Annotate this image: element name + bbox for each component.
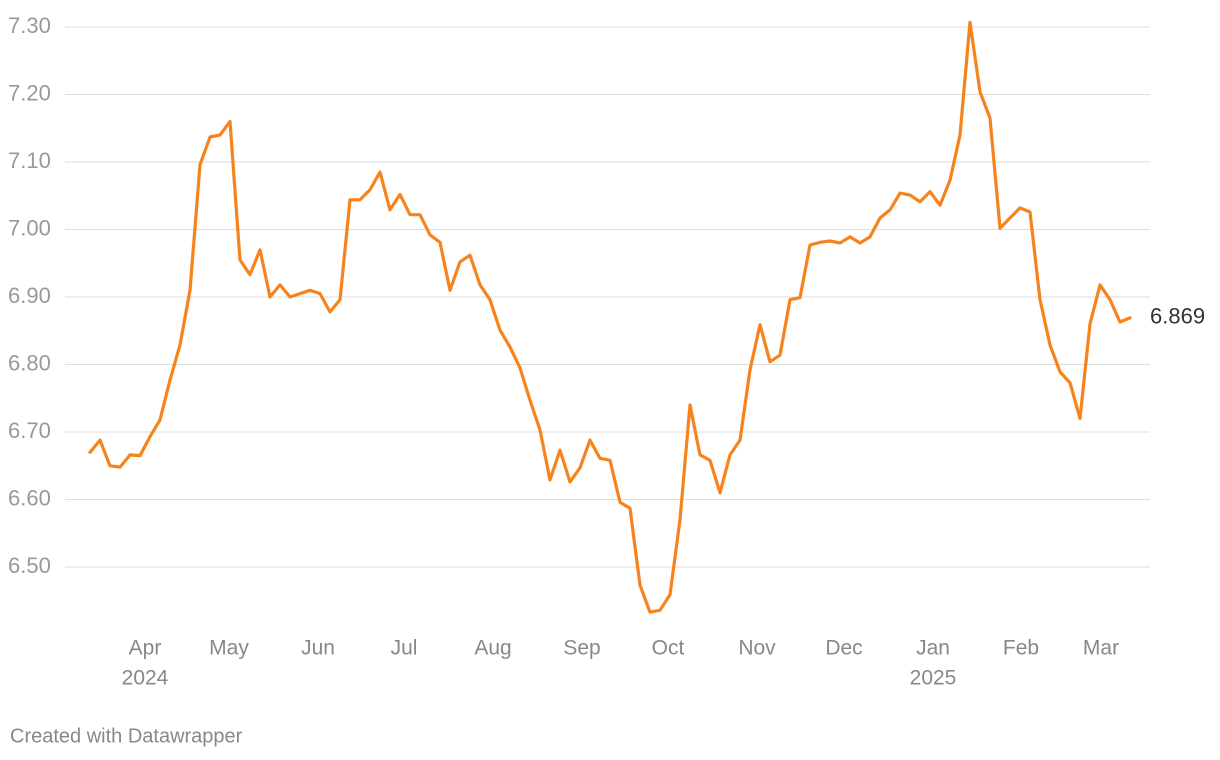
x-tick-label: Sep — [563, 637, 600, 660]
x-tick-label: Jan — [916, 637, 950, 660]
x-tick-label: May — [209, 637, 249, 660]
y-tick-label: 7.00 — [8, 215, 51, 240]
y-tick-label: 6.50 — [8, 553, 51, 578]
x-tick-label: Nov — [738, 637, 776, 660]
y-tick-label: 6.70 — [8, 418, 51, 443]
line — [88, 20, 1132, 614]
x-tick-label: Apr — [129, 637, 162, 660]
x-tick-label: Jun — [301, 637, 335, 660]
x-tick-label: Oct — [652, 637, 685, 660]
x-tick-label: Dec — [825, 637, 862, 660]
y-tick-label: 6.80 — [8, 350, 51, 375]
y-tick-label: 7.20 — [8, 80, 51, 105]
y-tick-label: 7.10 — [8, 148, 51, 173]
x-tick-label: Mar — [1083, 637, 1119, 660]
x-tick-year: 2024 — [122, 667, 169, 690]
x-tick-label: Aug — [474, 637, 511, 660]
x-tick-label: Jul — [391, 637, 418, 660]
x-tick-label: Feb — [1003, 637, 1039, 660]
y-tick-label: 7.30 — [8, 13, 51, 38]
end-value-label: 6.869 — [1150, 304, 1205, 329]
y-tick-label: 6.60 — [8, 485, 51, 510]
y-tick-label: 6.90 — [8, 283, 51, 308]
x-tick-year: 2025 — [910, 667, 957, 690]
footer: Created with Datawrapper — [10, 725, 243, 747]
